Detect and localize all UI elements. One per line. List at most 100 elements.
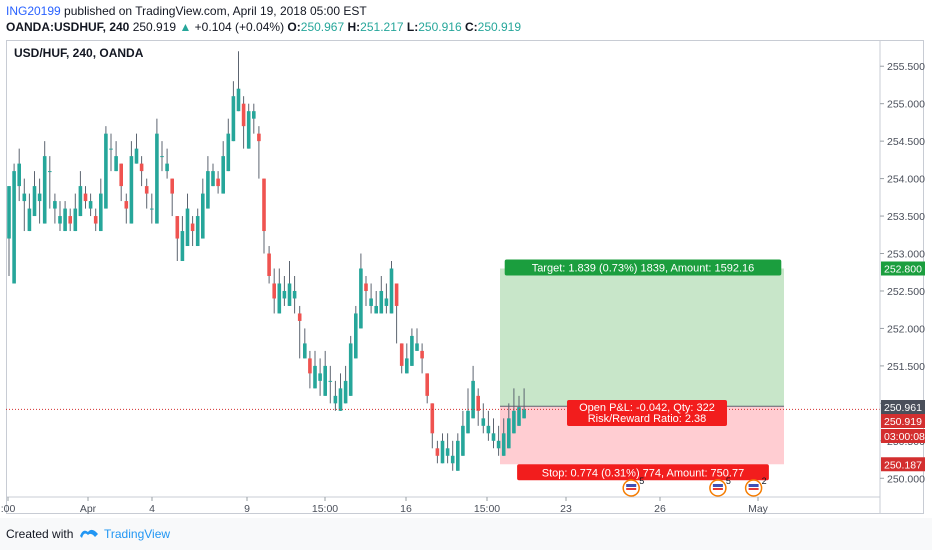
low-label: L: [406,20,419,34]
candle-body [369,298,373,306]
price-axis-label-target: 252.800 [884,264,922,276]
candle-body [78,186,83,217]
candle-body [267,253,271,276]
high-label: H: [347,20,361,34]
publisher-link[interactable]: ING20199 [6,4,61,18]
candle-body [58,216,62,224]
candle-body [481,418,486,426]
candle-body [394,283,399,306]
event-count: 5 [639,476,644,486]
created-with-text: Created with [6,527,74,541]
candle-body [517,407,521,426]
candle-body [109,148,113,150]
published-text: published on TradingView.com, April 19, … [64,4,367,18]
candle-body [435,448,440,456]
candle-body [155,133,159,224]
candle-body [129,156,134,224]
candle-body [180,231,185,262]
event-count: 2 [762,476,767,486]
candle-body [93,216,98,224]
candle-body [323,365,327,396]
y-tick-label: 254.000 [887,174,925,186]
y-tick-label: 252.500 [887,286,925,298]
event-flag-stripe [712,488,723,490]
stop-label-box [517,464,769,481]
y-tick-label: 250.000 [887,473,925,485]
candle-body [333,395,338,404]
publish-line: ING20199 published on TradingView.com, A… [6,4,367,18]
candle-body [7,186,11,239]
candle-body [292,290,297,299]
target-zone [500,268,784,407]
ohlc-line: OANDA:USDHUF, 240 250.919 ▲ +0.104 (+0.0… [6,20,521,34]
candle-body [461,425,465,456]
candle-body [476,395,480,411]
price-axis-label-stop: 250.187 [884,459,922,471]
candle-body [297,313,302,321]
candle-body [287,283,292,306]
candle-body [359,268,363,329]
x-tick-label: 23 [560,503,572,515]
tradingview-logo-icon[interactable] [78,526,100,540]
tradingview-brand-link[interactable]: TradingView [104,527,171,541]
price-axis-label-current: 250.919 [884,416,922,428]
close-label: C: [464,20,478,34]
candle-body [272,283,276,299]
candle-body [53,201,57,209]
candle-body [303,343,307,359]
x-tick-label: :00 [1,503,16,515]
candle-body [185,208,190,247]
candle-body [124,201,129,209]
price-axis-label-entry-box [881,400,925,414]
event-flag-stripe [626,488,637,490]
price-axis-label-current-box [881,414,925,428]
candle-body [221,156,225,194]
candle-body [496,440,501,449]
candle-body [501,433,506,456]
x-tick-label: May [748,503,769,515]
candle-body [206,171,210,209]
y-tick-label: 255.500 [887,61,925,73]
candle-body [257,133,261,142]
candle-body [134,148,139,164]
candle-body [17,163,21,187]
candle-body [88,201,93,209]
event-count: 5 [726,476,731,486]
event-flag-stripe [748,488,759,490]
candle-body [399,343,404,366]
change-arrow-icon: ▲ [179,20,192,34]
y-tick-label: 253.500 [887,211,925,223]
candle-body [374,305,378,314]
target-label-box [504,259,782,276]
pnl-label-box [567,400,727,426]
x-tick-label: Apr [80,503,97,515]
candle-body [119,163,123,187]
candle-body [48,171,52,173]
event-flag-stripe [748,484,759,487]
candle-body [190,223,195,232]
candle-body [73,208,78,232]
candle-body [486,425,491,434]
candle-body [440,440,445,464]
x-tick-label: 15:00 [474,503,500,515]
candle-body [507,418,511,449]
candle-body [42,156,47,224]
candle-body [410,335,414,366]
last-price: 250.919 [132,20,177,34]
candle-body [165,163,169,172]
symbol-label: OANDA:USDHUF, 240 [6,20,130,34]
x-tick-label: 15:00 [312,503,338,515]
x-tick-label: 16 [400,503,412,515]
y-tick-label: 254.500 [887,136,925,148]
chart-title: USD/HUF, 240, OANDA [14,46,144,60]
candle-body [241,103,246,127]
candle-body [425,373,429,396]
event-flag-stripe [626,484,637,487]
candle-body [445,448,450,456]
candle-body [282,290,287,299]
candle-body [63,208,67,232]
price-axis-label-stop-box [881,457,925,472]
candle-body [277,283,282,314]
close-value: 250.919 [477,20,522,34]
